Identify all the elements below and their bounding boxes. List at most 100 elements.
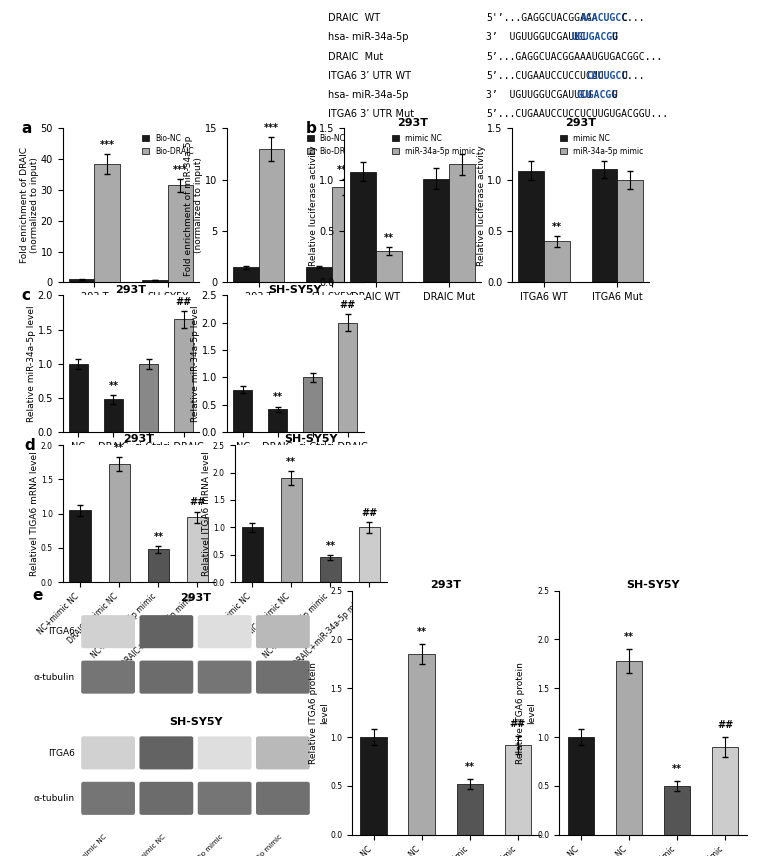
- FancyBboxPatch shape: [198, 736, 252, 770]
- Text: **: **: [286, 457, 296, 467]
- Bar: [376, 251, 401, 282]
- FancyBboxPatch shape: [139, 615, 193, 648]
- Text: ##: ##: [339, 300, 356, 311]
- Text: UGUGACGG: UGUGACGG: [571, 33, 618, 43]
- Bar: [568, 737, 594, 835]
- Title: 293T: 293T: [116, 284, 146, 294]
- Bar: [457, 784, 483, 835]
- Text: **: **: [114, 443, 124, 454]
- Bar: [148, 550, 169, 582]
- Bar: [174, 319, 193, 432]
- FancyBboxPatch shape: [81, 615, 135, 648]
- Bar: [332, 187, 357, 282]
- Y-axis label: Relative miR-34a-5p level: Relative miR-34a-5p level: [27, 306, 36, 422]
- Text: ***: ***: [337, 165, 352, 175]
- Title: SH-SY5Y: SH-SY5Y: [626, 580, 680, 590]
- Text: **: **: [552, 223, 561, 233]
- Text: 5’...GAGGCUACGGAAAUGUGACGGC...: 5’...GAGGCUACGGAAAUGUGACGGC...: [486, 51, 662, 62]
- Bar: [268, 409, 287, 432]
- Y-axis label: Relative ITGA6 protein
level: Relative ITGA6 protein level: [309, 662, 328, 764]
- Text: ITGA6: ITGA6: [48, 627, 75, 636]
- Text: d: d: [24, 438, 35, 454]
- Title: 293T: 293T: [565, 117, 596, 128]
- Bar: [167, 186, 193, 282]
- Bar: [361, 737, 387, 835]
- Title: 293T: 293T: [397, 117, 428, 128]
- Text: c: c: [22, 288, 30, 304]
- FancyBboxPatch shape: [81, 661, 135, 693]
- Text: U: U: [611, 33, 617, 43]
- FancyBboxPatch shape: [256, 782, 310, 815]
- Text: CACUGCC: CACUGCC: [586, 71, 627, 81]
- Bar: [104, 400, 123, 432]
- Text: DRAIC  WT: DRAIC WT: [328, 13, 381, 23]
- Y-axis label: Fold enrichment of DRAIC
(normalized to input): Fold enrichment of DRAIC (normalized to …: [20, 147, 39, 264]
- Text: ##: ##: [175, 297, 192, 307]
- Bar: [303, 377, 322, 432]
- Y-axis label: Relative ITGA6 protein
level: Relative ITGA6 protein level: [516, 662, 536, 764]
- Bar: [233, 389, 253, 432]
- Title: 293T: 293T: [430, 580, 461, 590]
- Text: C...: C...: [621, 13, 644, 23]
- Bar: [504, 745, 531, 835]
- Text: U...: U...: [621, 71, 644, 81]
- Legend: Bio-NC, Bio-DRAIC: Bio-NC, Bio-DRAIC: [305, 132, 360, 158]
- Text: a: a: [22, 121, 32, 136]
- Text: ##: ##: [361, 508, 378, 518]
- Title: 293T: 293T: [124, 434, 154, 444]
- Bar: [424, 179, 449, 282]
- Text: **: **: [465, 762, 475, 771]
- Text: 3’  UGUUGGUCGAUUCU: 3’ UGUUGGUCGAUUCU: [486, 90, 592, 100]
- Text: ##: ##: [510, 719, 526, 728]
- Bar: [69, 279, 95, 282]
- Text: 5'’...GAGGCUACGGAAA: 5'’...GAGGCUACGGAAA: [486, 13, 597, 23]
- Text: **: **: [325, 541, 335, 550]
- Y-axis label: Relative miR-34a-5p level: Relative miR-34a-5p level: [191, 306, 200, 422]
- FancyBboxPatch shape: [139, 661, 193, 693]
- Text: ##: ##: [717, 720, 734, 729]
- Bar: [281, 478, 302, 582]
- Text: α-tubulin: α-tubulin: [34, 794, 75, 803]
- FancyBboxPatch shape: [139, 736, 193, 770]
- Text: 5’...CUGAAUCCUCCUCUUGUGACGGU...: 5’...CUGAAUCCUCCUCUUGUGACGGU...: [486, 110, 668, 120]
- Text: ##: ##: [189, 497, 206, 508]
- Text: 3’  UGUUGGUCGAUUC: 3’ UGUUGGUCGAUUC: [486, 33, 586, 43]
- Text: hsa- miR-34a-5p: hsa- miR-34a-5p: [328, 33, 409, 43]
- Bar: [350, 171, 376, 282]
- Bar: [109, 464, 130, 582]
- Text: **: **: [417, 627, 427, 637]
- Text: NC+miR-34a-5p mimic: NC+miR-34a-5p mimic: [164, 833, 224, 856]
- Text: hsa- miR-34a-5p: hsa- miR-34a-5p: [328, 90, 409, 100]
- Text: 293T: 293T: [180, 593, 211, 603]
- Bar: [233, 267, 259, 282]
- Text: ITGA6 3’ UTR WT: ITGA6 3’ UTR WT: [328, 71, 411, 81]
- Bar: [259, 149, 284, 282]
- FancyBboxPatch shape: [81, 782, 135, 815]
- Bar: [139, 364, 158, 432]
- Text: ITGA6 3’ UTR Mut: ITGA6 3’ UTR Mut: [328, 110, 414, 120]
- Bar: [338, 323, 357, 432]
- FancyBboxPatch shape: [256, 615, 310, 648]
- Title: SH-SY5Y: SH-SY5Y: [284, 434, 338, 444]
- Text: ***: ***: [99, 140, 115, 150]
- Bar: [359, 527, 380, 582]
- Text: **: **: [153, 532, 163, 542]
- Text: DRAIC+miR-34a-5p mimic: DRAIC+miR-34a-5p mimic: [214, 833, 283, 856]
- Text: **: **: [624, 632, 634, 642]
- Text: U: U: [611, 90, 617, 100]
- Bar: [449, 164, 475, 282]
- Bar: [70, 510, 91, 582]
- Bar: [307, 267, 332, 282]
- Text: e: e: [32, 588, 42, 603]
- Bar: [69, 364, 88, 432]
- Bar: [592, 169, 617, 282]
- Legend: mimic NC, miR-34a-5p mimic: mimic NC, miR-34a-5p mimic: [559, 132, 645, 158]
- FancyBboxPatch shape: [256, 661, 310, 693]
- Text: ACACUGCC: ACACUGCC: [581, 13, 628, 23]
- Text: DRAIC+mimic NC: DRAIC+mimic NC: [119, 833, 167, 856]
- Text: **: **: [273, 392, 282, 402]
- Title: SH-SY5Y: SH-SY5Y: [268, 284, 322, 294]
- Text: α-tubulin: α-tubulin: [34, 673, 75, 681]
- Bar: [95, 163, 120, 282]
- Bar: [320, 557, 341, 582]
